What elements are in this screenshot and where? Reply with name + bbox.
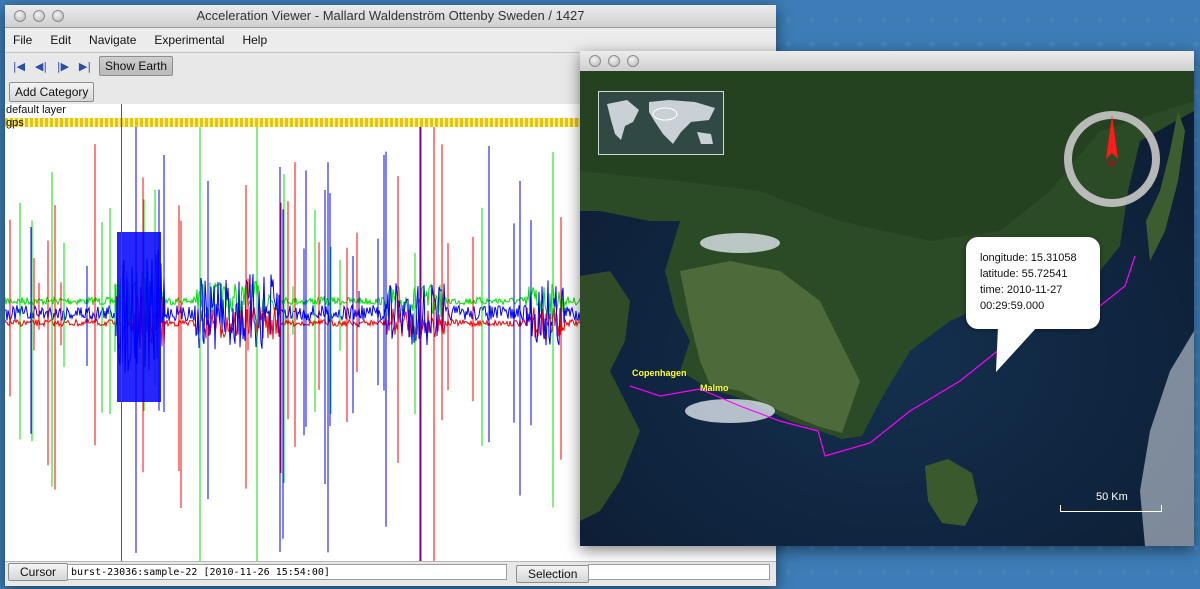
menu-file[interactable]: File [13,33,33,47]
cursor-label: Cursor [8,563,69,581]
menu-experimental[interactable]: Experimental [154,33,225,47]
close-window-button[interactable] [14,10,26,22]
zoom-window-button[interactable] [52,10,64,22]
skip-to-start-icon[interactable]: |◀ [12,59,26,73]
scale-label: 50 Km [1096,491,1128,503]
step-back-icon[interactable]: ◀| [34,59,48,73]
gps-layer-label: gps [6,117,24,129]
show-earth-button[interactable]: Show Earth [99,56,174,76]
window-title: Acceleration Viewer - Mallard Waldenströ… [196,8,585,23]
step-forward-icon[interactable]: |▶ [56,59,70,73]
menu-bar: File Edit Navigate Experimental Help [5,28,776,53]
toolbar: |◀ ◀| |▶ ▶| Show Earth [5,53,776,79]
selection-field [588,564,770,580]
scale-bar [1060,505,1162,512]
status-bar: Cursor burst-23036:sample-22 [2010-11-26… [5,561,776,586]
default-layer-label: default layer [6,104,66,116]
menu-edit[interactable]: Edit [50,33,72,47]
earth-title-bar[interactable] [580,51,1194,72]
cursor-line[interactable] [121,104,122,562]
copenhagen-label: Copenhagen [632,368,687,378]
compass-icon[interactable] [1060,107,1164,211]
gps-layer-band[interactable] [5,118,776,127]
malmo-label: Malmo [700,383,729,393]
callout-clock: 00:29:59.000 [980,300,1045,312]
callout-pointer [996,326,1038,372]
skip-to-end-icon[interactable]: ▶| [78,59,92,73]
callout-latitude: latitude: 55.72541 [980,268,1068,280]
acceleration-signal [5,127,776,562]
category-toolbar: Add Category [5,79,776,105]
earth-zoom-button[interactable] [627,55,639,67]
location-callout: longitude: 15.31058 latitude: 55.72541 t… [966,237,1100,329]
world-overview-map[interactable] [598,91,724,155]
signal-burst [117,232,161,402]
add-category-button[interactable]: Add Category [9,82,95,102]
earth-minimize-button[interactable] [608,55,620,67]
cursor-field: burst-23036:sample-22 [2010-11-26 15:54:… [67,564,507,580]
menu-navigate[interactable]: Navigate [89,33,137,47]
main-title-bar[interactable]: Acceleration Viewer - Mallard Waldenströ… [5,5,776,28]
menu-help[interactable]: Help [242,33,268,47]
selection-label: Selection [516,565,590,583]
earth-window: Copenhagen Malmo longitude: 15.31058 lat… [580,51,1194,546]
satellite-map[interactable]: Copenhagen Malmo longitude: 15.31058 lat… [580,71,1194,546]
earth-close-button[interactable] [589,55,601,67]
callout-time: time: 2010-11-27 [980,284,1063,296]
callout-longitude: longitude: 15.31058 [980,252,1077,264]
minimize-window-button[interactable] [33,10,45,22]
